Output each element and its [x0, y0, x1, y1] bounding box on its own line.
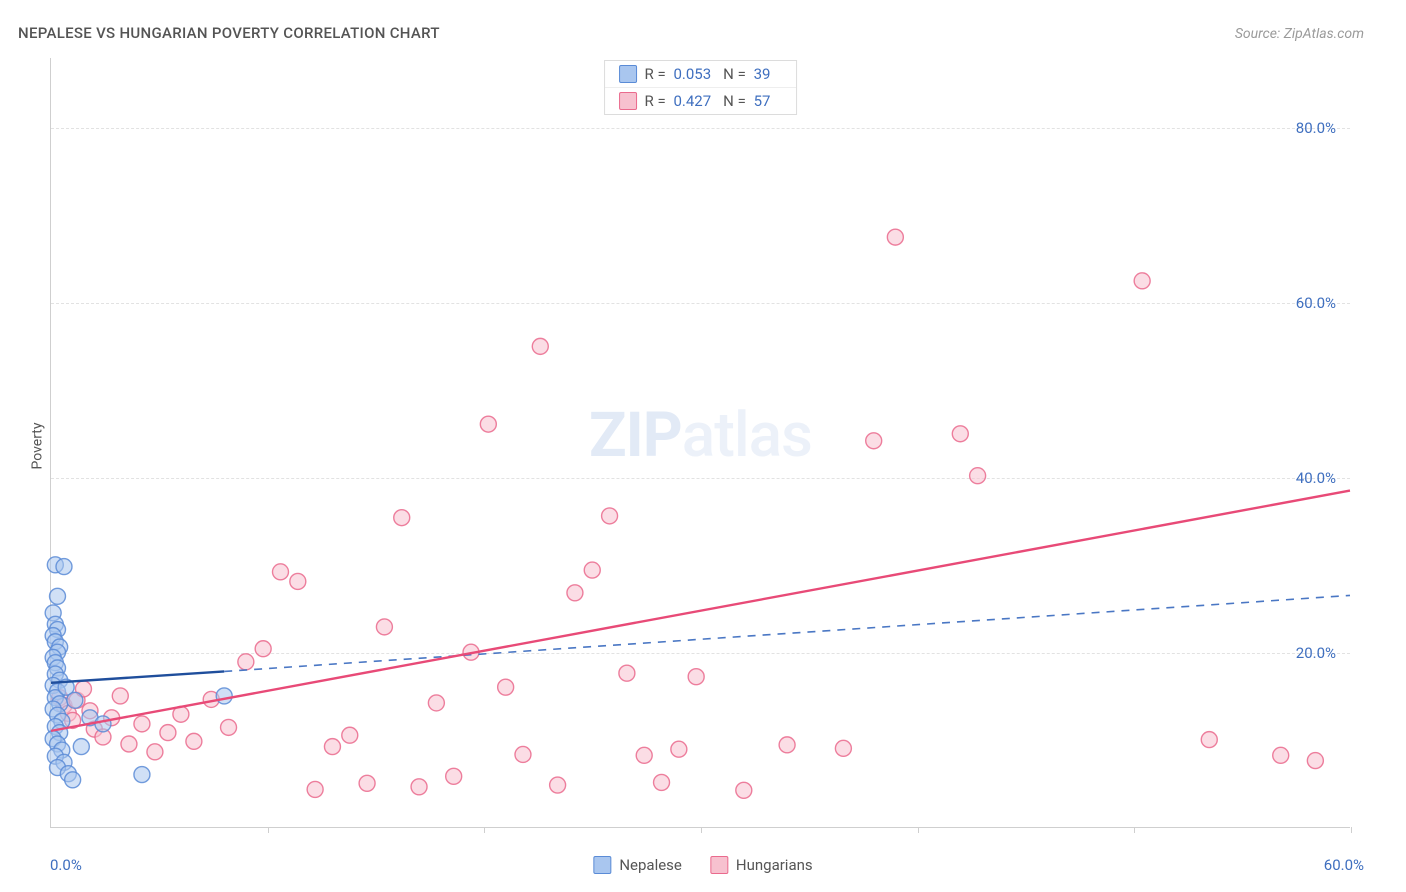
hungarians-point: [394, 510, 410, 526]
nepalese-point: [134, 767, 150, 783]
hungarians-point: [186, 733, 202, 749]
nepalese-trend-solid: [51, 671, 224, 682]
correlation-legend: R = 0.053N = 39 R = 0.427N = 57: [604, 60, 798, 115]
nepalese-point: [67, 692, 83, 708]
legend-swatch-icon: [710, 856, 728, 874]
hungarians-point: [654, 774, 670, 790]
hungarians-point: [952, 426, 968, 442]
series-legend-label: Hungarians: [736, 856, 813, 874]
hungarians-point: [779, 737, 795, 753]
hungarians-point: [428, 695, 444, 711]
series-legend-item: Nepalese: [593, 856, 682, 874]
nepalese-trend-dashed: [224, 595, 1350, 671]
x-tick: [268, 827, 269, 833]
series-legend: Nepalese Hungarians: [593, 856, 812, 874]
hungarians-point: [359, 775, 375, 791]
hungarians-point: [376, 619, 392, 635]
y-tick-label: 40.0%: [1296, 469, 1336, 487]
hungarians-point: [970, 468, 986, 484]
hungarians-point: [411, 779, 427, 795]
hungarians-point: [636, 747, 652, 763]
hungarians-point: [498, 679, 514, 695]
hungarians-point: [887, 229, 903, 245]
hungarians-point: [1134, 273, 1150, 289]
hungarians-point: [619, 665, 635, 681]
hungarians-point: [736, 782, 752, 798]
nepalese-point: [56, 559, 72, 575]
nepalese-point: [95, 716, 111, 732]
x-axis-end-label: 60.0%: [1324, 856, 1364, 874]
chart-title: NEPALESE VS HUNGARIAN POVERTY CORRELATIO…: [18, 24, 440, 42]
x-tick: [918, 827, 919, 833]
hungarians-point: [835, 740, 851, 756]
nepalese-point: [216, 688, 232, 704]
hungarians-point: [147, 744, 163, 760]
hungarians-point: [550, 777, 566, 793]
hungarians-point: [515, 746, 531, 762]
hungarians-point: [688, 669, 704, 685]
hungarians-point: [866, 433, 882, 449]
hungarians-trend: [51, 491, 1350, 731]
legend-row: R = 0.427N = 57: [605, 87, 797, 114]
hungarians-point: [1201, 732, 1217, 748]
legend-text: R = 0.053N = 39: [645, 65, 783, 83]
x-tick: [701, 827, 702, 833]
y-tick-label: 60.0%: [1296, 294, 1336, 312]
legend-swatch-icon: [593, 856, 611, 874]
hungarians-point: [121, 736, 137, 752]
nepalese-point: [65, 772, 81, 788]
x-tick: [484, 827, 485, 833]
hungarians-point: [290, 573, 306, 589]
hungarians-point: [480, 416, 496, 432]
x-tick: [1134, 827, 1135, 833]
scatter-svg: [51, 58, 1350, 827]
hungarians-point: [160, 725, 176, 741]
hungarians-point: [532, 338, 548, 354]
hungarians-point: [112, 688, 128, 704]
x-tick: [1351, 827, 1352, 833]
hungarians-point: [134, 716, 150, 732]
source-attribution: Source: ZipAtlas.com: [1235, 26, 1364, 42]
hungarians-point: [584, 562, 600, 578]
nepalese-point: [50, 588, 66, 604]
legend-swatch-icon: [619, 92, 637, 110]
nepalese-point: [73, 739, 89, 755]
x-axis-start-label: 0.0%: [50, 856, 82, 874]
hungarians-point: [238, 654, 254, 670]
y-axis-label: Poverty: [30, 422, 46, 469]
hungarians-point: [671, 741, 687, 757]
hungarians-point: [602, 508, 618, 524]
legend-row: R = 0.053N = 39: [605, 61, 797, 87]
series-legend-label: Nepalese: [619, 856, 682, 874]
hungarians-point: [272, 564, 288, 580]
hungarians-point: [307, 781, 323, 797]
series-legend-item: Hungarians: [710, 856, 813, 874]
hungarians-point: [1273, 747, 1289, 763]
hungarians-point: [342, 727, 358, 743]
plot-area: ZIPatlas R = 0.053N = 39R = 0.427N = 57 …: [50, 58, 1350, 828]
y-tick-label: 20.0%: [1296, 644, 1336, 662]
hungarians-point: [1307, 753, 1323, 769]
hungarians-point: [446, 768, 462, 784]
hungarians-point: [324, 739, 340, 755]
hungarians-point: [567, 585, 583, 601]
legend-text: R = 0.427N = 57: [645, 92, 783, 110]
y-tick-label: 80.0%: [1296, 119, 1336, 137]
hungarians-point: [255, 641, 271, 657]
hungarians-point: [221, 719, 237, 735]
legend-swatch-icon: [619, 65, 637, 83]
